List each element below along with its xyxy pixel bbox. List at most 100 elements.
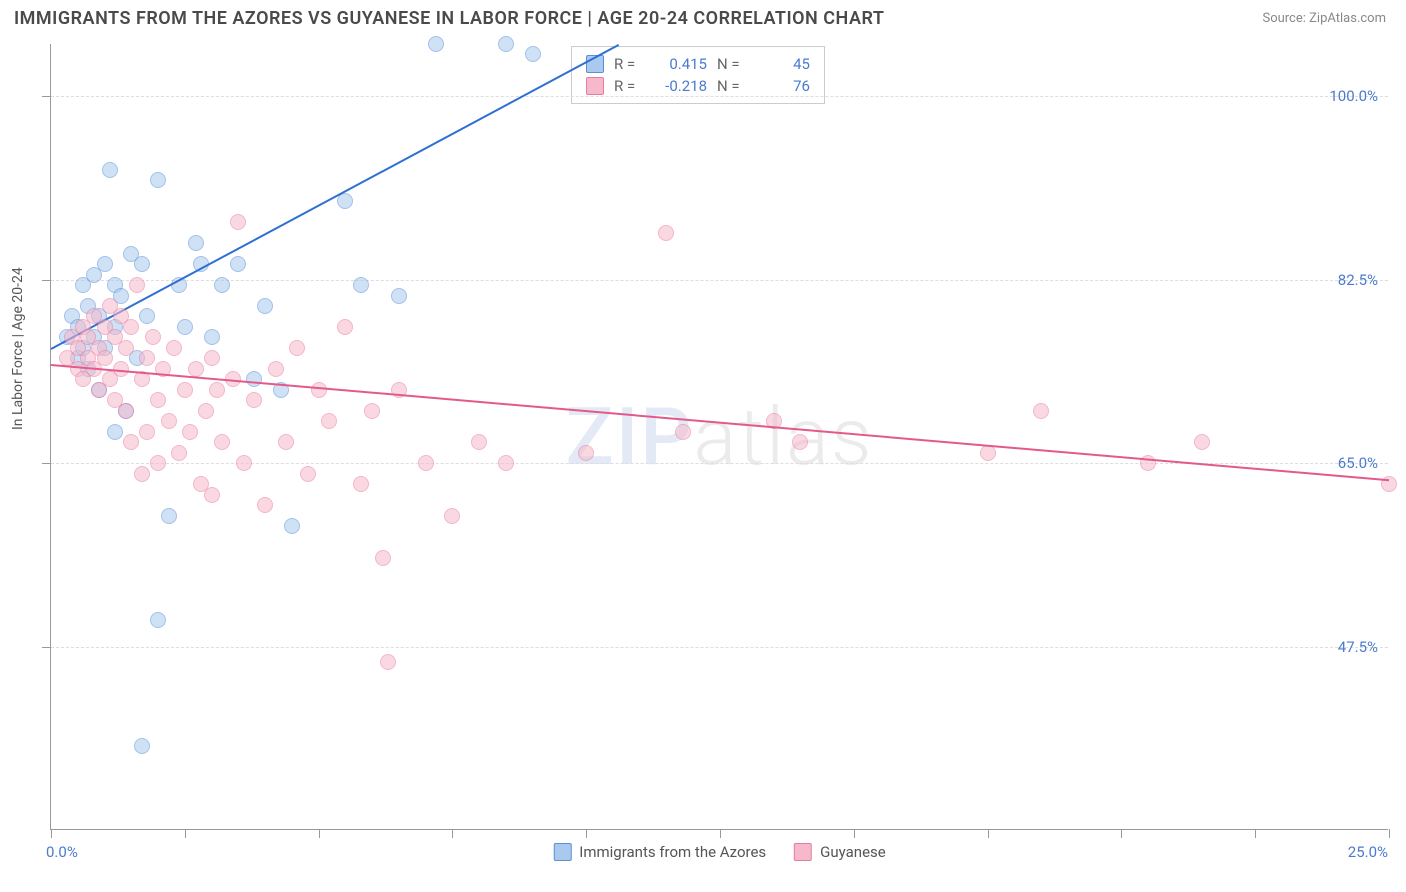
data-point xyxy=(123,434,139,450)
swatch-guyanese xyxy=(794,843,812,861)
data-point xyxy=(134,256,150,272)
x-tick xyxy=(452,829,453,838)
x-label-right: 25.0% xyxy=(1348,843,1388,861)
data-point xyxy=(444,508,460,524)
x-tick xyxy=(1389,829,1390,838)
data-point xyxy=(97,256,113,272)
data-point xyxy=(102,162,118,178)
data-point xyxy=(284,518,300,534)
y-tick xyxy=(42,96,51,97)
data-point xyxy=(353,277,369,293)
data-point xyxy=(214,434,230,450)
x-tick xyxy=(854,829,855,838)
y-tick-label: 65.0% xyxy=(1338,454,1378,472)
data-point xyxy=(418,455,434,471)
data-point xyxy=(139,424,155,440)
x-label-left: 0.0% xyxy=(46,843,78,861)
data-point xyxy=(177,319,193,335)
legend-label-guyanese: Guyanese xyxy=(820,843,886,861)
x-tick xyxy=(720,829,721,838)
gridline xyxy=(51,647,1388,648)
data-point xyxy=(177,382,193,398)
data-point xyxy=(166,340,182,356)
data-point xyxy=(246,392,262,408)
data-point xyxy=(214,277,230,293)
data-point xyxy=(1033,403,1049,419)
data-point xyxy=(150,392,166,408)
data-point xyxy=(1194,434,1210,450)
r-value-azores: 0.415 xyxy=(652,55,707,73)
data-point xyxy=(204,329,220,345)
data-point xyxy=(675,424,691,440)
x-tick xyxy=(1121,829,1122,838)
data-point xyxy=(236,455,252,471)
swatch-guyanese xyxy=(586,77,604,95)
data-point xyxy=(97,350,113,366)
data-point xyxy=(118,403,134,419)
watermark: ZIPatlas xyxy=(566,390,874,484)
regression-line xyxy=(51,44,619,350)
data-point xyxy=(353,476,369,492)
chart-source: Source: ZipAtlas.com xyxy=(1262,11,1386,26)
x-tick xyxy=(319,829,320,838)
data-point xyxy=(380,654,396,670)
watermark-zip: ZIP xyxy=(566,390,694,484)
data-point xyxy=(321,413,337,429)
n-value-azores: 45 xyxy=(755,55,810,73)
data-point xyxy=(134,738,150,754)
data-point xyxy=(230,256,246,272)
y-axis-label: In Labor Force | Age 20-24 xyxy=(10,267,26,430)
data-point xyxy=(150,612,166,628)
data-point xyxy=(337,319,353,335)
data-point xyxy=(171,445,187,461)
data-point xyxy=(246,371,262,387)
x-tick xyxy=(586,829,587,838)
data-point xyxy=(498,36,514,52)
chart-header: IMMIGRANTS FROM THE AZORES VS GUYANESE I… xyxy=(0,0,1406,37)
legend-item-guyanese: Guyanese xyxy=(794,843,886,861)
data-point xyxy=(161,508,177,524)
data-point xyxy=(428,36,444,52)
data-point xyxy=(498,455,514,471)
data-point xyxy=(230,214,246,230)
data-point xyxy=(188,361,204,377)
data-point xyxy=(139,308,155,324)
data-point xyxy=(471,434,487,450)
data-point xyxy=(278,434,294,450)
data-point xyxy=(268,361,284,377)
y-tick-label: 100.0% xyxy=(1329,87,1378,105)
data-point xyxy=(257,298,273,314)
r-label: R = xyxy=(614,55,642,73)
data-point xyxy=(198,403,214,419)
series-legend: Immigrants from the Azores Guyanese xyxy=(553,843,885,861)
data-point xyxy=(391,288,407,304)
data-point xyxy=(311,382,327,398)
data-point xyxy=(134,466,150,482)
x-tick xyxy=(185,829,186,838)
n-value-guyanese: 76 xyxy=(755,77,810,95)
data-point xyxy=(289,340,305,356)
data-point xyxy=(364,403,380,419)
data-point xyxy=(204,487,220,503)
y-tick-label: 47.5% xyxy=(1338,638,1378,656)
swatch-azores xyxy=(553,843,571,861)
n-label: N = xyxy=(717,55,745,73)
x-tick xyxy=(1255,829,1256,838)
data-point xyxy=(118,340,134,356)
x-tick xyxy=(988,829,989,838)
data-point xyxy=(578,445,594,461)
legend-label-azores: Immigrants from the Azores xyxy=(579,843,766,861)
legend-item-azores: Immigrants from the Azores xyxy=(553,843,766,861)
data-point xyxy=(525,46,541,62)
data-point xyxy=(257,497,273,513)
data-point xyxy=(188,235,204,251)
data-point xyxy=(375,550,391,566)
data-point xyxy=(300,466,316,482)
y-tick xyxy=(42,463,51,464)
data-point xyxy=(107,424,123,440)
data-point xyxy=(150,455,166,471)
data-point xyxy=(658,225,674,241)
data-point xyxy=(337,193,353,209)
data-point xyxy=(150,172,166,188)
correlation-legend: R = 0.415 N = 45 R = -0.218 N = 76 xyxy=(571,46,825,104)
